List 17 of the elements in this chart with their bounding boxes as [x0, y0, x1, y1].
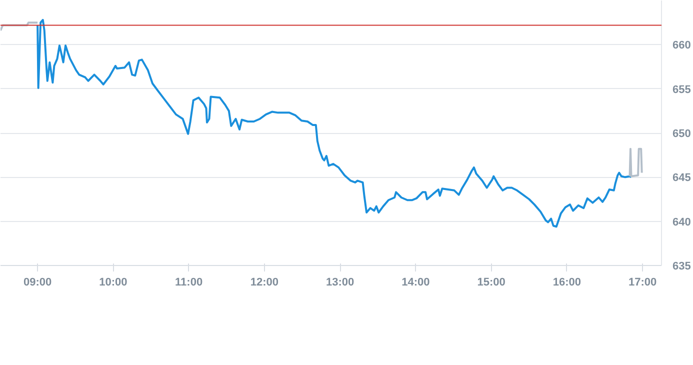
y-tick-label: 635	[672, 260, 691, 272]
y-tick-label: 655	[672, 84, 691, 96]
x-tick-label: 17:00	[628, 276, 657, 288]
x-tick-label: 15:00	[477, 276, 506, 288]
x-tick-label: 13:00	[326, 276, 354, 288]
x-tick-label: 11:00	[175, 276, 203, 288]
y-tick-label: 660	[672, 40, 691, 52]
y-tick-label: 640	[672, 216, 691, 228]
x-tick-label: 14:00	[402, 276, 430, 288]
x-tick-label: 16:00	[552, 276, 582, 288]
x-tick-label: 09:00	[23, 276, 52, 288]
line-series	[36, 18, 632, 228]
y-tick-label: 645	[672, 172, 691, 184]
y-tick-label: 650	[672, 128, 691, 140]
x-tick-label: 12:00	[250, 276, 279, 288]
line-series	[628, 148, 643, 178]
x-tick-label: 10:00	[99, 276, 128, 288]
